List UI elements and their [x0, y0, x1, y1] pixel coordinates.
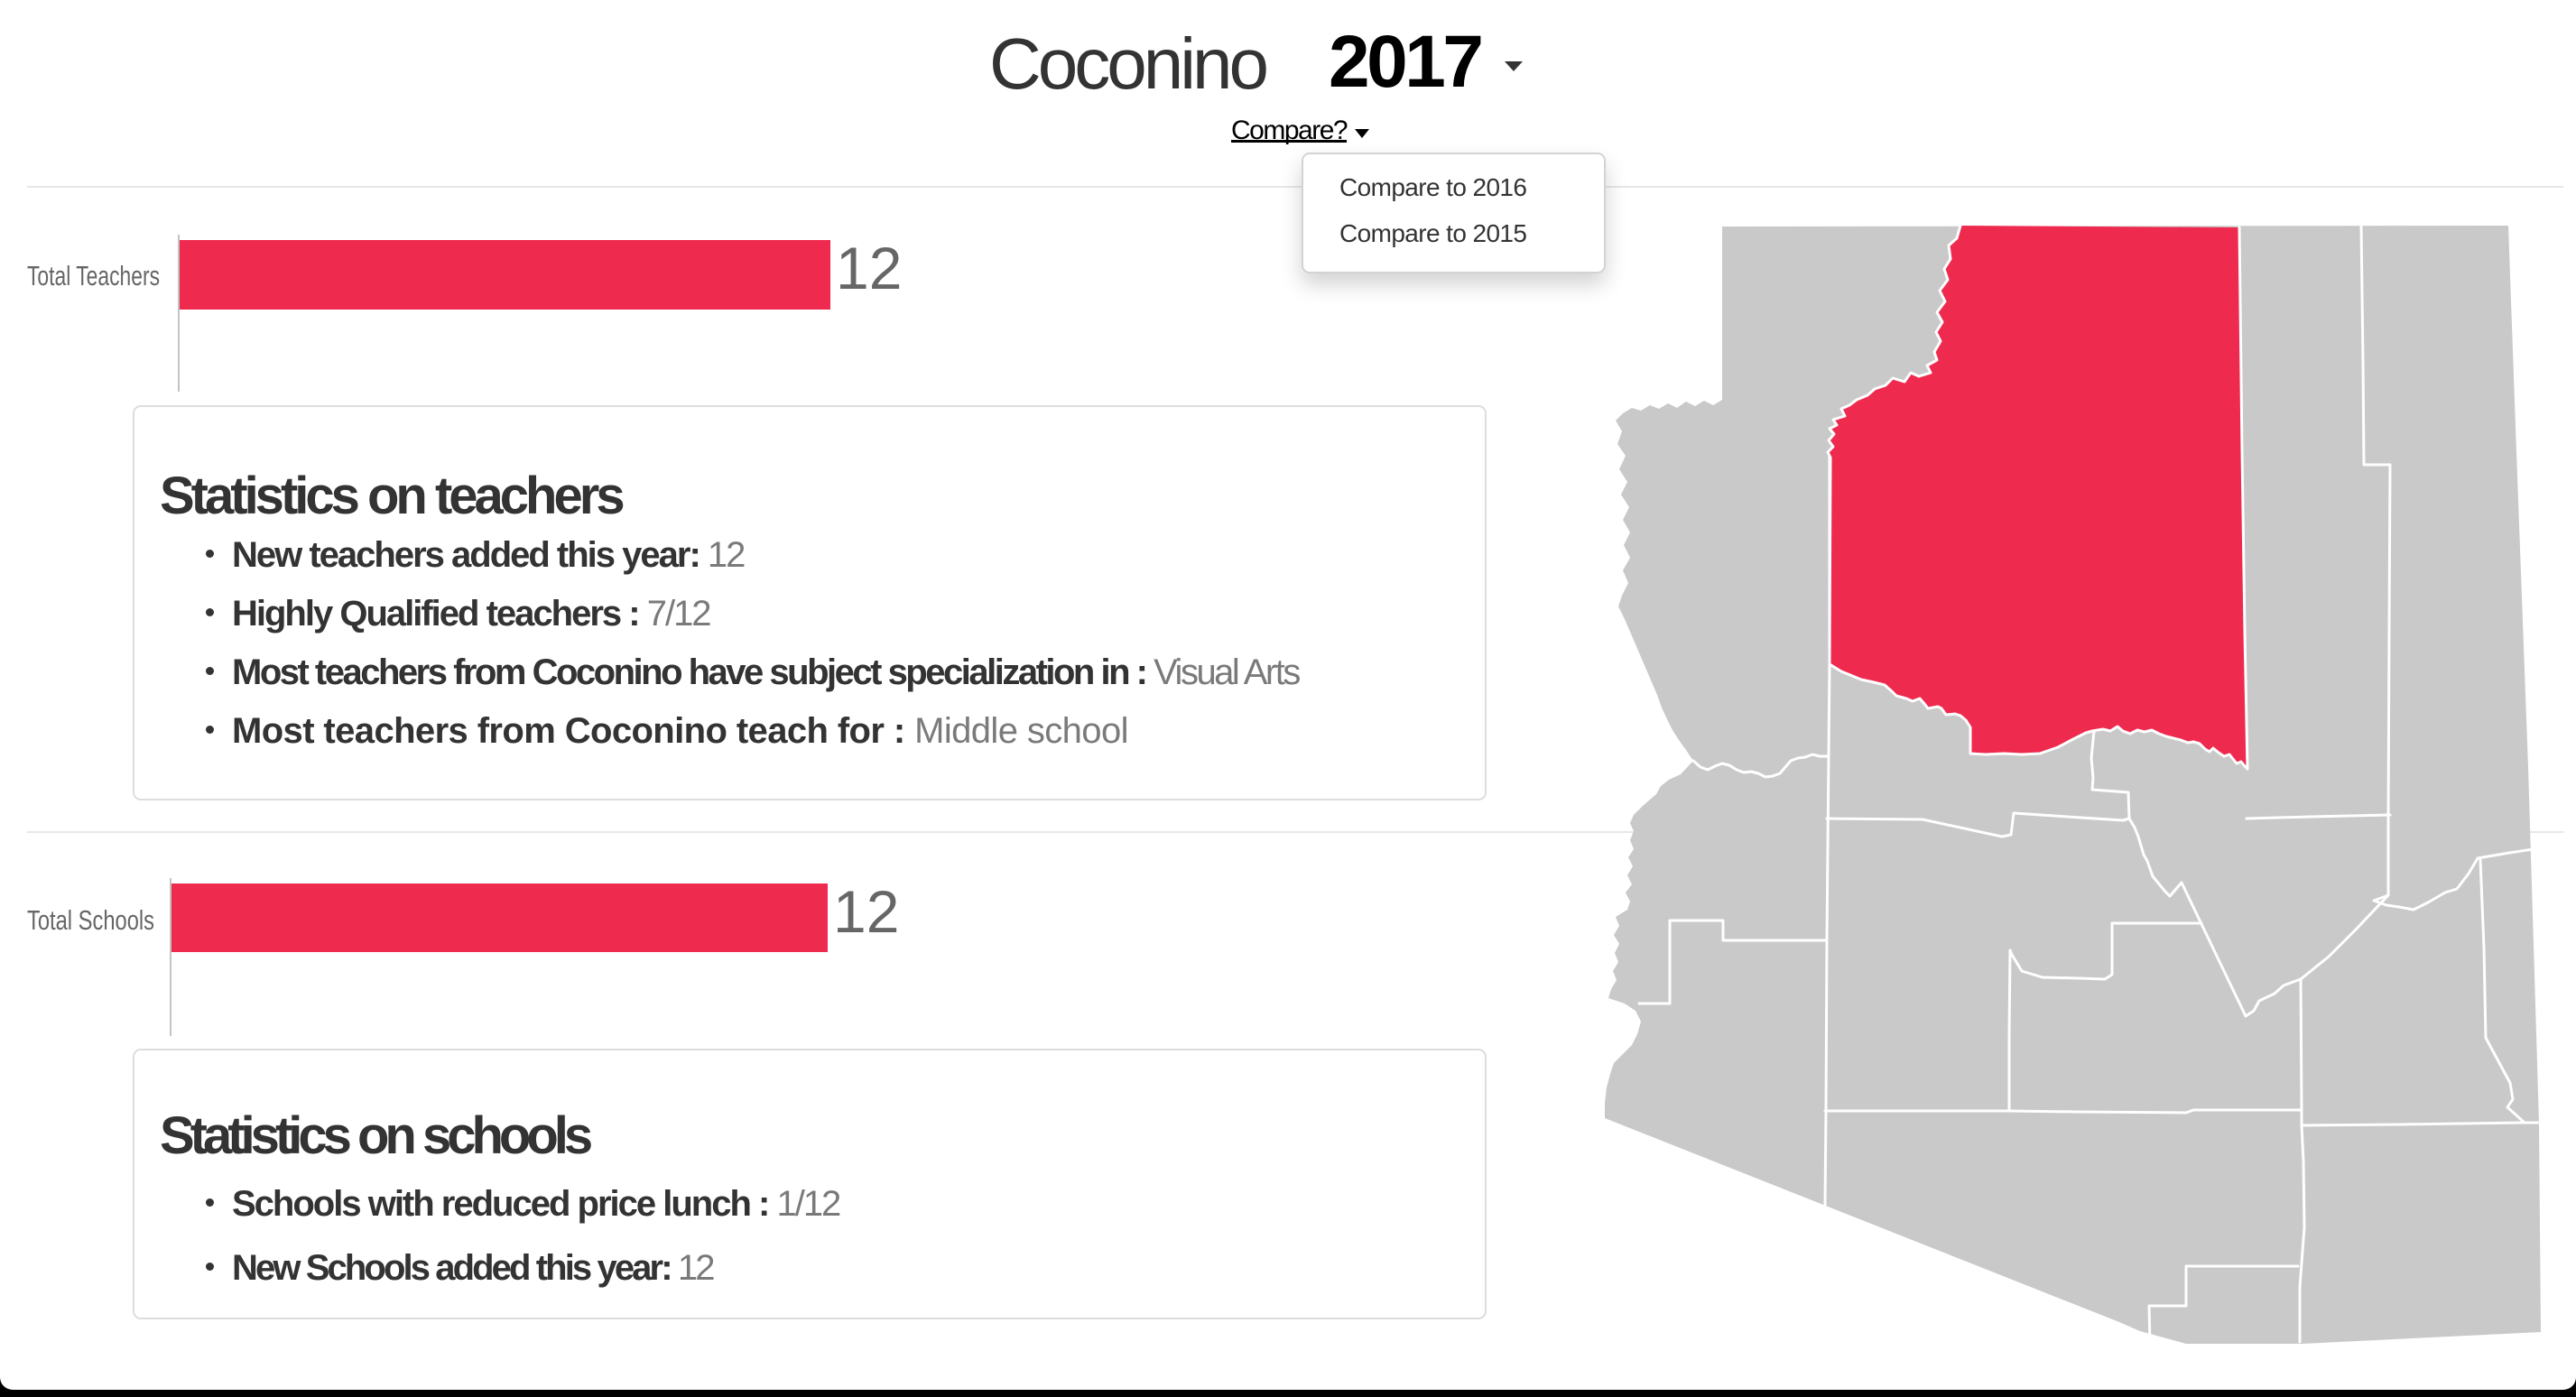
svg-text:12: 12	[836, 235, 902, 301]
svg-text:Total Teachers: Total Teachers	[27, 260, 160, 291]
svg-text:12: 12	[833, 878, 899, 945]
svg-text:Total Schools: Total Schools	[27, 904, 154, 936]
